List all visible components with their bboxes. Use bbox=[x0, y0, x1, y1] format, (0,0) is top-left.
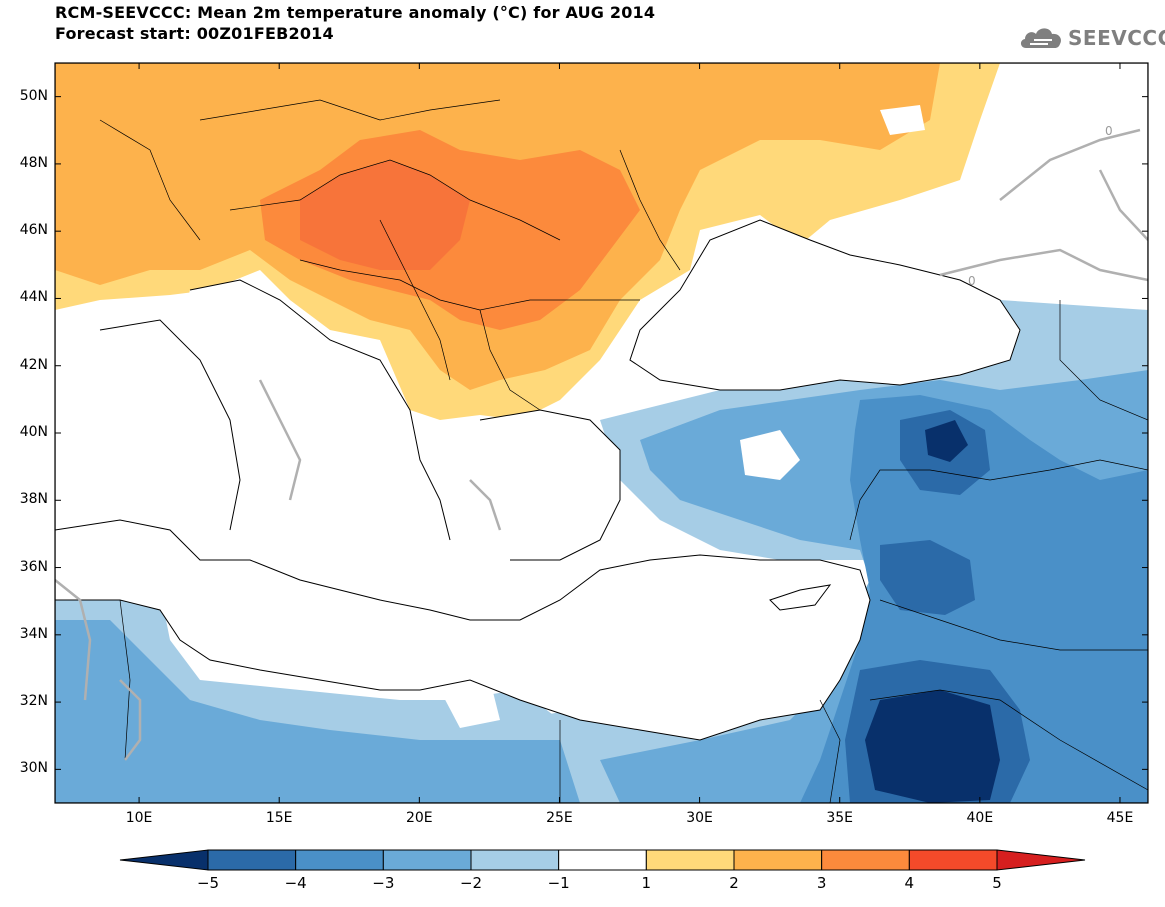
lon-label: 40E bbox=[966, 810, 994, 826]
aegean-sea bbox=[470, 410, 620, 560]
colorbar-swatch bbox=[645, 849, 735, 871]
colorbar-swatch bbox=[821, 849, 910, 871]
colorbar-label: 4 bbox=[904, 874, 915, 892]
lon-label: 45E bbox=[1106, 810, 1134, 826]
white-patch-ukraine bbox=[880, 105, 925, 135]
coastlines bbox=[55, 219, 1021, 741]
colorbar-left-arrow bbox=[119, 849, 209, 871]
colorbar-label: 1 bbox=[641, 874, 652, 892]
colorbar-swatch bbox=[908, 849, 998, 871]
colorbar-label: 2 bbox=[729, 874, 739, 892]
lat-label: 44N bbox=[19, 289, 48, 306]
colorbar-swatch bbox=[733, 849, 823, 871]
lon-label: 25E bbox=[546, 810, 573, 826]
colorbar-swatch bbox=[207, 849, 297, 871]
deep-blue-region bbox=[865, 690, 1000, 803]
white-patch-africa bbox=[440, 680, 500, 728]
lat-label: 34N bbox=[19, 625, 48, 642]
lon-label: 15E bbox=[265, 810, 293, 826]
ukraine-east-white bbox=[940, 63, 1148, 300]
seevccc-logo: SEEVCCC bbox=[1018, 22, 1165, 54]
zero-contours bbox=[55, 128, 1148, 761]
colorbar-label: −5 bbox=[196, 874, 220, 892]
lat-label: 36N bbox=[19, 558, 48, 575]
colorbar-label: −2 bbox=[459, 874, 483, 892]
orange-region-hungary bbox=[300, 160, 470, 270]
axis-ticks bbox=[55, 63, 1148, 803]
colorbar-label: −4 bbox=[284, 874, 307, 892]
colorbar-swatch bbox=[295, 849, 384, 871]
colorbar-swatch bbox=[470, 849, 560, 871]
lon-label: 35E bbox=[826, 810, 854, 826]
blue-region-africa bbox=[55, 620, 580, 803]
colorbar-label: 5 bbox=[992, 874, 1002, 892]
forecast-start-label: Forecast start: 00Z01FEB2014 bbox=[55, 24, 334, 43]
adriatic-ionian-sea bbox=[180, 280, 450, 580]
colorbar-right-arrow bbox=[996, 849, 1086, 871]
contour-label-0-ukraine: 0 bbox=[1105, 124, 1113, 138]
colorbar-label: 3 bbox=[816, 874, 827, 892]
lon-label: 30E bbox=[686, 810, 713, 826]
deep-blue-spot-turkey bbox=[925, 420, 968, 462]
lat-label: 38N bbox=[19, 491, 48, 508]
contour-label-0-caucasus: 0 bbox=[968, 274, 976, 288]
lat-label: 30N bbox=[19, 760, 48, 777]
map-title: RCM-SEEVCCC: Mean 2m temperature anomaly… bbox=[55, 3, 656, 22]
lat-label: 48N bbox=[19, 154, 48, 171]
logo-text: SEEVCCC bbox=[1068, 26, 1165, 50]
colorbar-swatch bbox=[558, 849, 647, 871]
white-patch-anatolia bbox=[740, 430, 800, 480]
lon-label: 20E bbox=[405, 810, 433, 826]
dark-blue-region-syria bbox=[880, 540, 975, 615]
colorbar bbox=[119, 849, 1086, 871]
mediterranean-sea bbox=[55, 520, 870, 740]
lat-label: 50N bbox=[19, 87, 48, 104]
black-sea bbox=[630, 220, 1020, 390]
colorbar-label: −1 bbox=[547, 874, 570, 892]
cloud-icon bbox=[1020, 28, 1062, 48]
tyrrhenian-sea bbox=[90, 320, 240, 540]
country-borders bbox=[99, 99, 1148, 803]
colorbar-label: −3 bbox=[372, 874, 395, 892]
colorbar-swatch bbox=[382, 849, 472, 871]
lat-label: 46N bbox=[19, 222, 48, 239]
lat-label: 42N bbox=[19, 356, 48, 373]
lat-label: 32N bbox=[19, 693, 48, 710]
lon-label: 10E bbox=[125, 810, 153, 826]
lat-label: 40N bbox=[19, 424, 48, 440]
